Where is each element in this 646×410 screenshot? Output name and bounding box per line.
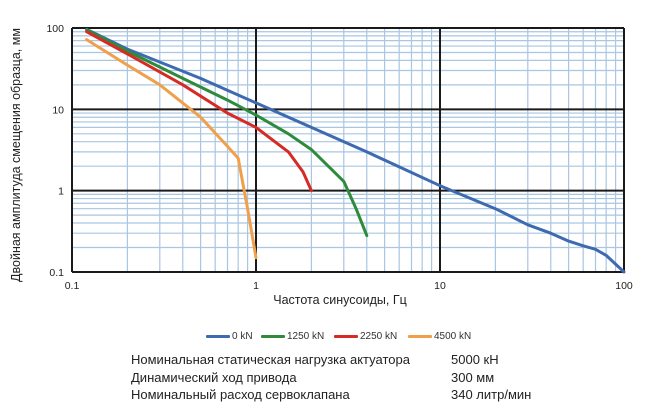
y-tick-label: 1 — [58, 186, 64, 198]
y-tick-label: 0.1 — [49, 267, 64, 279]
x-tick-label: 100 — [615, 280, 633, 292]
legend-label: 4500 kN — [434, 331, 472, 342]
y-tick-label: 100 — [46, 23, 64, 35]
spec-row: Динамический ход привода 300 мм — [131, 370, 601, 388]
legend-swatch-1250kn — [261, 334, 285, 338]
x-tick-label: 1 — [253, 280, 259, 292]
spec-label: Номинальный расход сервоклапана — [131, 387, 350, 402]
legend-item-2250kn: 2250 kN — [334, 331, 397, 342]
series-line-0kn — [85, 27, 626, 274]
spec-label: Динамический ход привода — [131, 369, 297, 385]
spec-value: 5000 кН — [451, 352, 499, 367]
legend-swatch-2250kn — [334, 334, 358, 338]
legend: 0 kN 1250 kN 2250 kN 4500 kN — [0, 331, 646, 347]
legend-item-0kn: 0 kN — [206, 331, 253, 342]
spec-value: 340 литр/мин — [451, 387, 532, 402]
y-axis-label: Двойная амплитуда смещения образца, мм — [9, 28, 23, 282]
x-tick-label: 10 — [434, 280, 446, 292]
legend-item-4500kn: 4500 kN — [408, 331, 471, 342]
spec-label: Номинальная статическая нагрузка актуато… — [131, 352, 410, 367]
spec-row: Номинальная статическая нагрузка актуато… — [131, 352, 601, 370]
spec-value: 300 мм — [451, 369, 495, 385]
legend-swatch-4500kn — [408, 334, 432, 338]
tick-labels: 0.1 1 10 100 100 10 1 0.1 — [46, 23, 632, 292]
chart-canvas: 0.1 1 10 100 100 10 1 0.1 Частота синусоиды, Гц — [46, 23, 632, 307]
specs-table: Номинальная статическая нагрузка актуато… — [131, 352, 601, 405]
x-tick-label: 0.1 — [65, 280, 80, 292]
spec-row: Номинальный расход сервоклапана 340 литр… — [131, 387, 601, 405]
series-line-1250kn — [85, 28, 369, 238]
legend-swatch-0kn — [206, 334, 230, 338]
legend-label: 0 kN — [232, 331, 253, 342]
legend-label: 2250 kN — [360, 331, 398, 342]
legend-label: 1250 kN — [287, 331, 325, 342]
series-line-2250kn — [85, 30, 313, 193]
y-tick-label: 10 — [52, 104, 64, 116]
series-layer — [85, 27, 626, 274]
minor-grid — [72, 28, 624, 272]
x-axis-label: Частота синусоиды, Гц — [273, 293, 407, 307]
legend-item-1250kn: 1250 kN — [261, 331, 324, 342]
series-line-4500kn — [85, 38, 258, 260]
